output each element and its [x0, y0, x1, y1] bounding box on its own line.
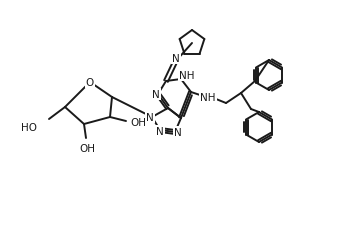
- Text: NH: NH: [179, 71, 195, 81]
- Text: N: N: [174, 127, 182, 137]
- Text: OH: OH: [130, 117, 146, 127]
- Text: NH: NH: [200, 93, 216, 103]
- Text: N: N: [156, 126, 164, 136]
- Text: HO: HO: [21, 122, 37, 132]
- Text: N: N: [146, 112, 154, 122]
- Text: O: O: [86, 78, 94, 88]
- Text: N: N: [172, 54, 180, 64]
- Text: OH: OH: [79, 143, 95, 153]
- Text: N: N: [152, 90, 160, 99]
